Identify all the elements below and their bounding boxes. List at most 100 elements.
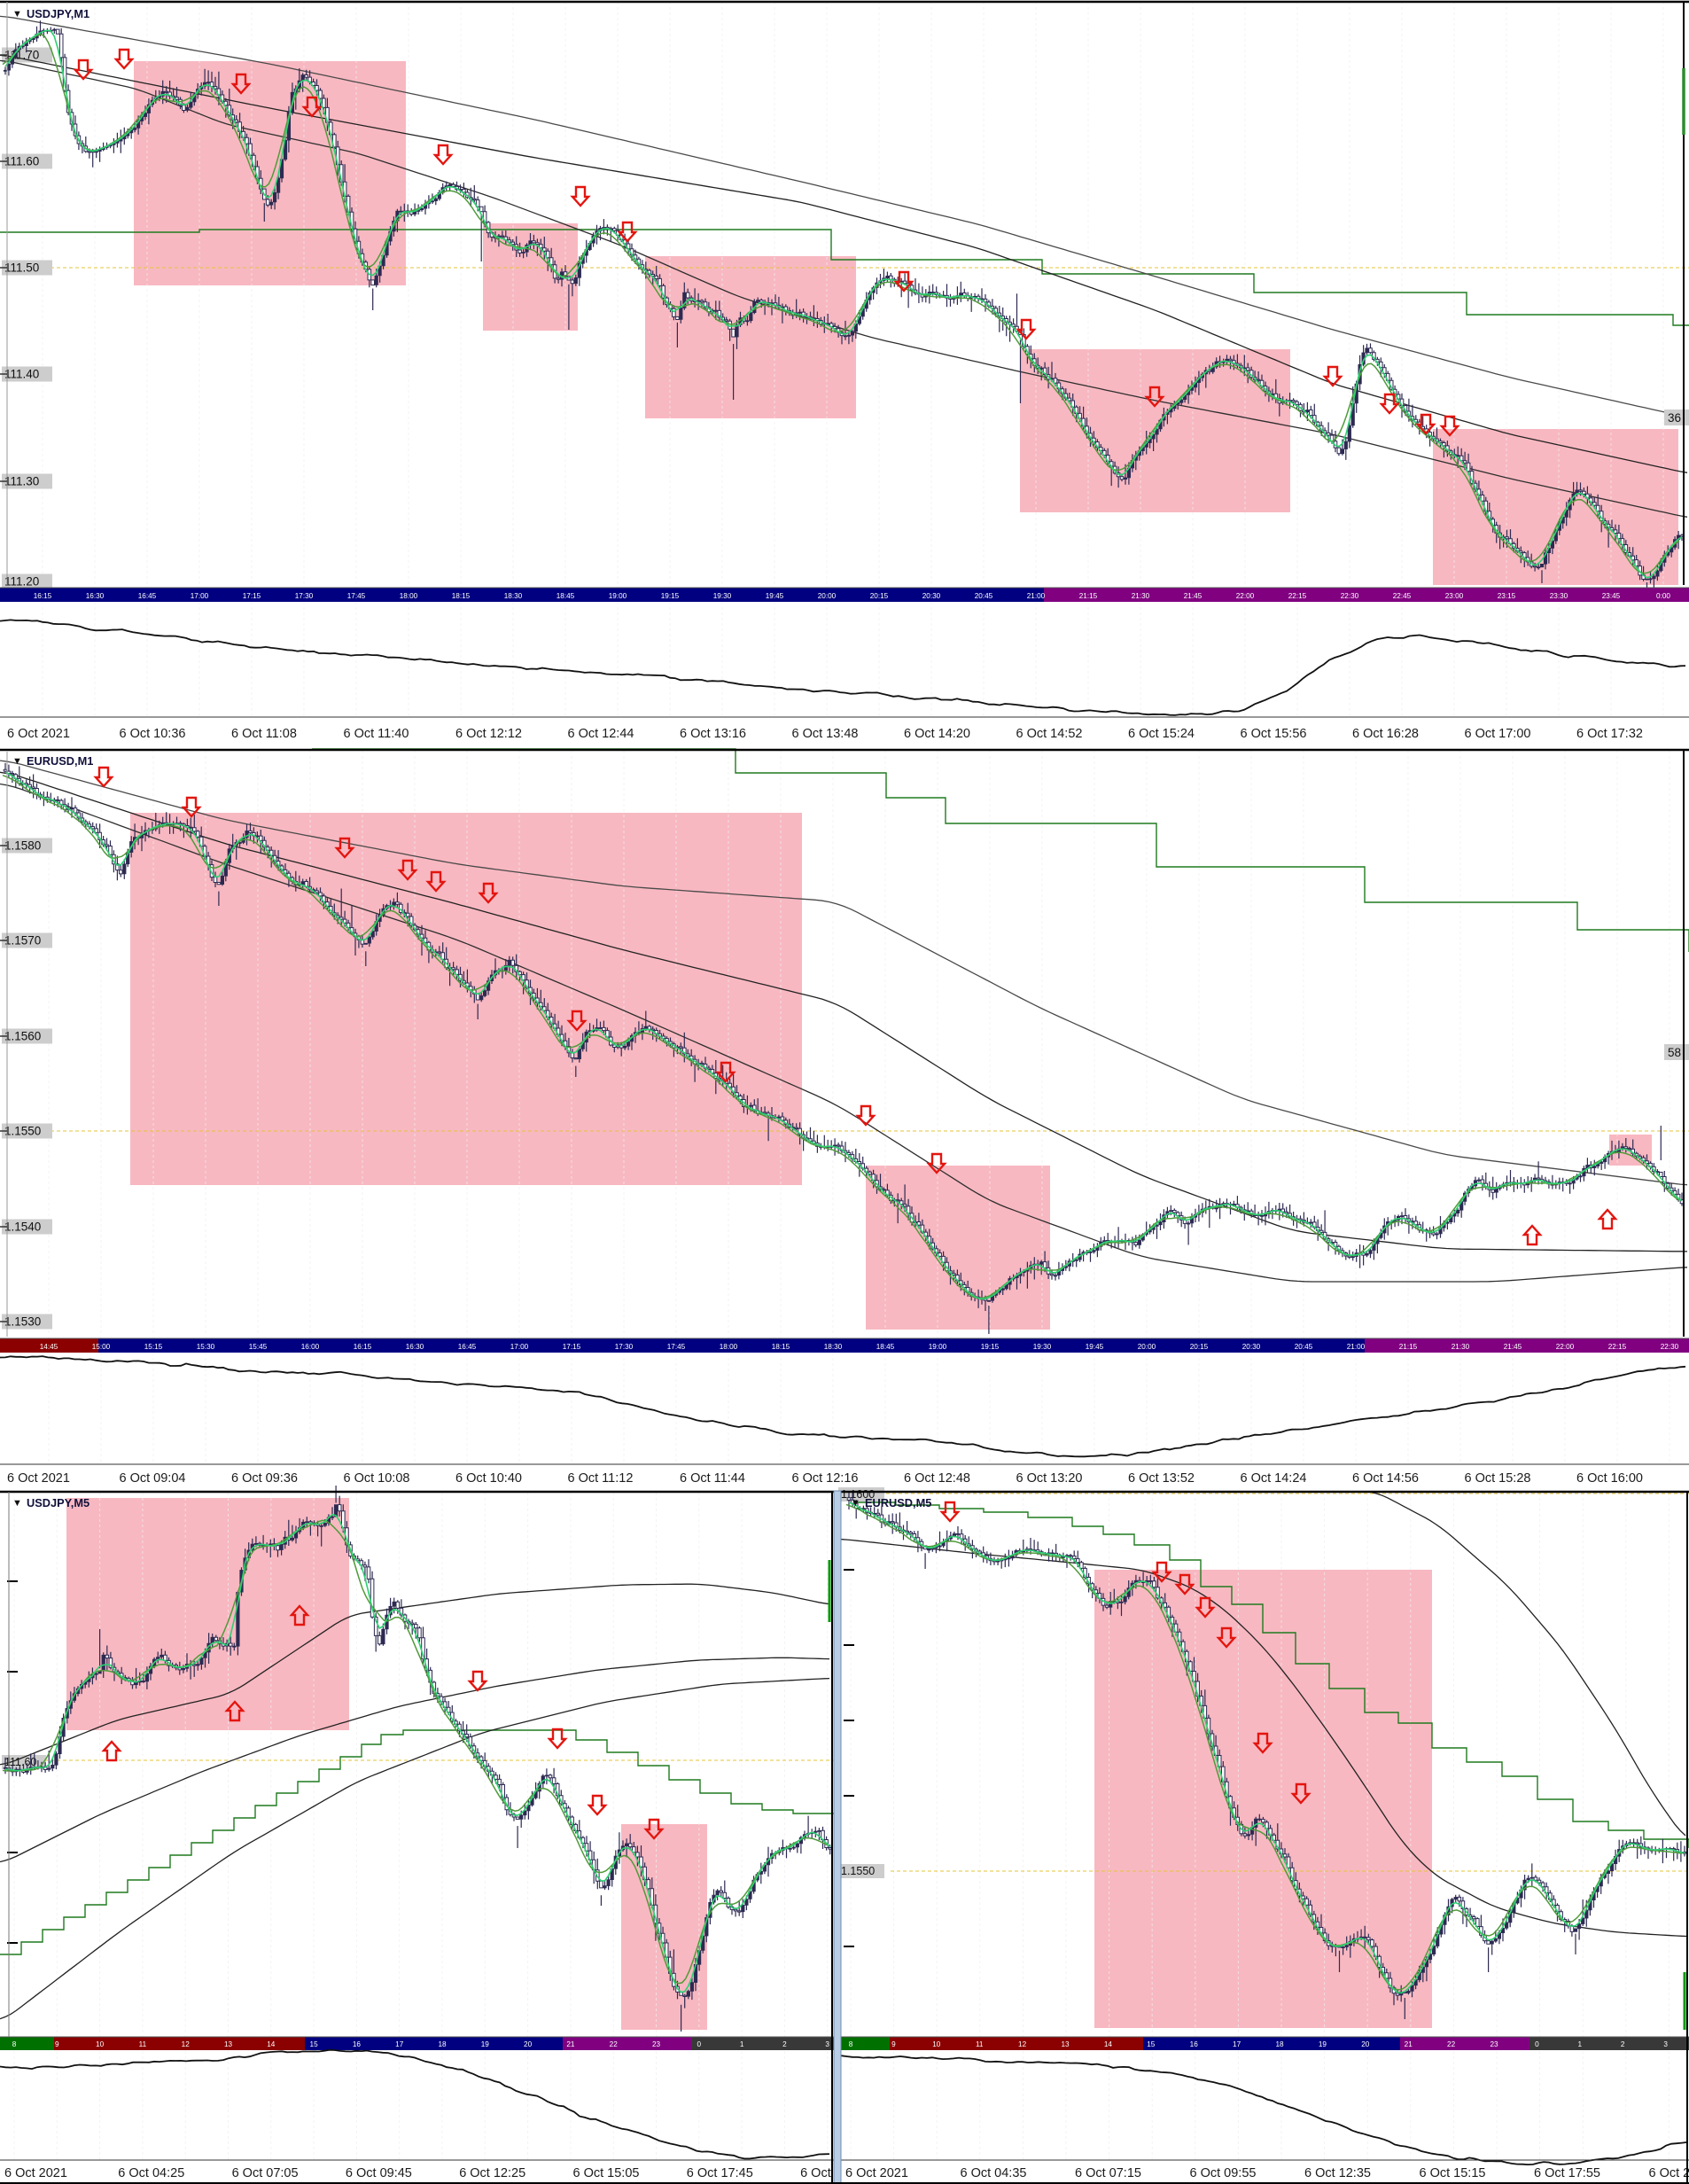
svg-text:8: 8 bbox=[849, 2040, 853, 2048]
svg-text:22:15: 22:15 bbox=[1608, 1343, 1627, 1351]
svg-text:22:30: 22:30 bbox=[1661, 1343, 1679, 1351]
svg-text:14:45: 14:45 bbox=[40, 1343, 58, 1351]
svg-text:16: 16 bbox=[1190, 2040, 1199, 2048]
svg-text:19:30: 19:30 bbox=[713, 592, 732, 600]
svg-text:8: 8 bbox=[12, 2040, 17, 2048]
svg-text:17: 17 bbox=[395, 2040, 404, 2048]
svg-text:6 Oct 15:56: 6 Oct 15:56 bbox=[1241, 727, 1307, 741]
svg-text:21:30: 21:30 bbox=[1132, 592, 1150, 600]
svg-text:17:00: 17:00 bbox=[191, 592, 209, 600]
svg-text:21:00: 21:00 bbox=[1027, 592, 1046, 600]
svg-text:6 Oct 13:52: 6 Oct 13:52 bbox=[1128, 1471, 1195, 1486]
svg-text:18:30: 18:30 bbox=[504, 592, 523, 600]
svg-text:21:15: 21:15 bbox=[1079, 592, 1098, 600]
svg-text:6 Oct 2021: 6 Oct 2021 bbox=[845, 2166, 908, 2180]
svg-text:6 Oct 10:36: 6 Oct 10:36 bbox=[120, 727, 186, 741]
svg-text:111.50: 111.50 bbox=[4, 261, 39, 275]
svg-text:6 Oct 17:55: 6 Oct 17:55 bbox=[1534, 2166, 1600, 2180]
svg-text:19:15: 19:15 bbox=[981, 1343, 1000, 1351]
svg-text:19:45: 19:45 bbox=[1086, 1343, 1104, 1351]
svg-text:6 Oct 12:12: 6 Oct 12:12 bbox=[455, 727, 522, 741]
svg-text:19: 19 bbox=[481, 2040, 490, 2048]
svg-text:6 Oct 15:24: 6 Oct 15:24 bbox=[1128, 727, 1195, 741]
svg-text:6 Oct 2021: 6 Oct 2021 bbox=[4, 2166, 67, 2180]
svg-text:6 Oct 13:48: 6 Oct 13:48 bbox=[792, 727, 859, 741]
svg-text:6 Oct 15:15: 6 Oct 15:15 bbox=[1420, 2166, 1486, 2180]
svg-text:14: 14 bbox=[267, 2040, 276, 2048]
svg-text:3: 3 bbox=[1663, 2040, 1668, 2048]
svg-text:20: 20 bbox=[524, 2040, 533, 2048]
svg-text:23: 23 bbox=[652, 2040, 661, 2048]
svg-text:▼: ▼ bbox=[12, 9, 22, 20]
svg-text:6 Oct 07:05: 6 Oct 07:05 bbox=[232, 2166, 299, 2180]
svg-text:17:15: 17:15 bbox=[243, 592, 261, 600]
svg-text:15: 15 bbox=[1147, 2040, 1156, 2048]
svg-text:111.70: 111.70 bbox=[4, 49, 39, 62]
svg-text:12: 12 bbox=[182, 2040, 191, 2048]
svg-text:18:00: 18:00 bbox=[400, 592, 418, 600]
svg-text:17:15: 17:15 bbox=[563, 1343, 581, 1351]
svg-text:16:15: 16:15 bbox=[354, 1343, 372, 1351]
svg-text:6 Oct 09:04: 6 Oct 09:04 bbox=[120, 1471, 186, 1486]
svg-text:111.30: 111.30 bbox=[4, 475, 39, 488]
svg-text:6 Oct: 6 Oct bbox=[800, 2166, 831, 2180]
svg-text:6 Oct 14:52: 6 Oct 14:52 bbox=[1016, 727, 1083, 741]
svg-text:2: 2 bbox=[1621, 2040, 1625, 2048]
svg-text:▼: ▼ bbox=[12, 756, 22, 767]
svg-text:17:30: 17:30 bbox=[615, 1343, 634, 1351]
svg-text:12: 12 bbox=[1018, 2040, 1027, 2048]
svg-text:11: 11 bbox=[976, 2040, 984, 2048]
svg-text:1.1550: 1.1550 bbox=[4, 1125, 41, 1138]
svg-text:6 Oct 14:56: 6 Oct 14:56 bbox=[1352, 1471, 1419, 1486]
svg-text:6 Oct 20: 6 Oct 20 bbox=[1649, 2166, 1689, 2180]
svg-text:1.1530: 1.1530 bbox=[4, 1315, 41, 1329]
svg-text:19:30: 19:30 bbox=[1033, 1343, 1052, 1351]
svg-text:15:00: 15:00 bbox=[92, 1343, 111, 1351]
svg-text:15: 15 bbox=[310, 2040, 319, 2048]
svg-text:18:45: 18:45 bbox=[876, 1343, 895, 1351]
svg-text:111.60: 111.60 bbox=[4, 155, 39, 168]
svg-text:16:15: 16:15 bbox=[34, 592, 52, 600]
svg-text:1.1540: 1.1540 bbox=[4, 1221, 41, 1234]
svg-text:6 Oct 13:20: 6 Oct 13:20 bbox=[1016, 1471, 1083, 1486]
svg-text:15:45: 15:45 bbox=[249, 1343, 268, 1351]
svg-text:17:45: 17:45 bbox=[667, 1343, 686, 1351]
svg-text:19:00: 19:00 bbox=[609, 592, 627, 600]
svg-text:16:00: 16:00 bbox=[301, 1343, 320, 1351]
svg-text:20:00: 20:00 bbox=[1138, 1343, 1156, 1351]
svg-text:22:00: 22:00 bbox=[1236, 592, 1255, 600]
svg-text:22:00: 22:00 bbox=[1556, 1343, 1575, 1351]
svg-text:18:00: 18:00 bbox=[720, 1343, 738, 1351]
svg-text:58: 58 bbox=[1668, 1046, 1681, 1059]
svg-text:6 Oct 12:35: 6 Oct 12:35 bbox=[1304, 2166, 1371, 2180]
svg-text:20:30: 20:30 bbox=[922, 592, 941, 600]
svg-text:23:45: 23:45 bbox=[1602, 592, 1621, 600]
svg-text:22:45: 22:45 bbox=[1393, 592, 1412, 600]
svg-text:13: 13 bbox=[1061, 2040, 1070, 2048]
svg-text:▼: ▼ bbox=[12, 1498, 22, 1509]
svg-text:EURUSD,M1: EURUSD,M1 bbox=[27, 754, 93, 768]
svg-text:0:00: 0:00 bbox=[1656, 592, 1670, 600]
svg-text:1: 1 bbox=[1578, 2040, 1583, 2048]
svg-text:11: 11 bbox=[139, 2040, 147, 2048]
svg-text:18: 18 bbox=[438, 2040, 447, 2048]
svg-text:6 Oct 12:48: 6 Oct 12:48 bbox=[904, 1471, 970, 1486]
svg-text:6 Oct 11:08: 6 Oct 11:08 bbox=[231, 727, 297, 741]
svg-text:1.1580: 1.1580 bbox=[4, 839, 41, 853]
svg-text:15:30: 15:30 bbox=[197, 1343, 215, 1351]
svg-text:20:45: 20:45 bbox=[1295, 1343, 1313, 1351]
svg-text:6 Oct 11:12: 6 Oct 11:12 bbox=[568, 1471, 634, 1486]
svg-text:USDJPY,M1: USDJPY,M1 bbox=[27, 7, 90, 20]
svg-text:6 Oct 14:20: 6 Oct 14:20 bbox=[904, 727, 970, 741]
svg-text:10: 10 bbox=[96, 2040, 105, 2048]
svg-text:6 Oct 07:15: 6 Oct 07:15 bbox=[1075, 2166, 1141, 2180]
svg-text:111.40: 111.40 bbox=[4, 368, 39, 381]
svg-text:14: 14 bbox=[1104, 2040, 1113, 2048]
svg-text:21:30: 21:30 bbox=[1452, 1343, 1470, 1351]
svg-text:17:45: 17:45 bbox=[347, 592, 366, 600]
svg-text:6 Oct 11:44: 6 Oct 11:44 bbox=[680, 1471, 745, 1486]
svg-text:22: 22 bbox=[1447, 2040, 1456, 2048]
svg-text:2: 2 bbox=[782, 2040, 787, 2048]
svg-text:1.1550: 1.1550 bbox=[841, 1865, 875, 1877]
svg-text:9: 9 bbox=[55, 2040, 59, 2048]
